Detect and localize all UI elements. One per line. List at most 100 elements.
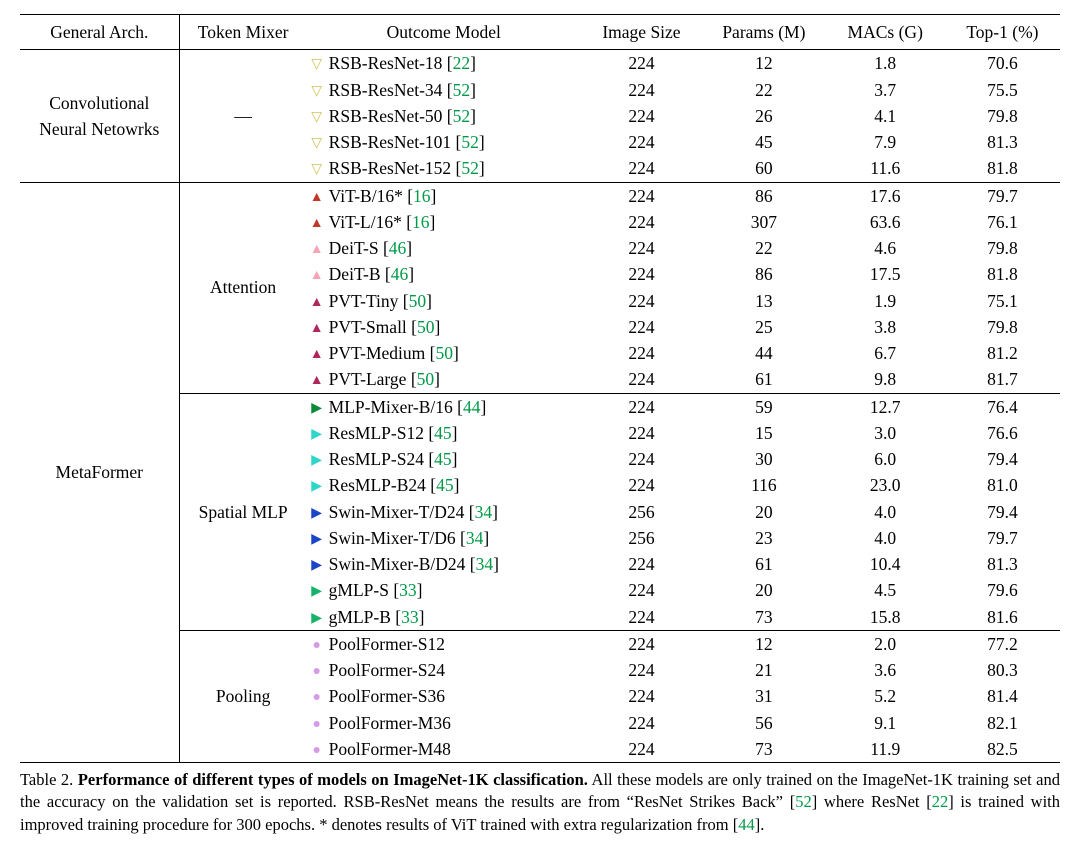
- citation-link[interactable]: 46: [389, 238, 407, 258]
- citation-link[interactable]: 50: [435, 343, 453, 363]
- size-cell: 224: [581, 446, 702, 472]
- citation-link[interactable]: 16: [413, 186, 431, 206]
- citation-link[interactable]: 44: [463, 397, 481, 417]
- model-cell: ▽RSB-ResNet-18 [22]: [307, 50, 581, 77]
- model-cell: ▲DeiT-S [46]: [307, 235, 581, 261]
- params-cell: 44: [702, 340, 825, 366]
- size-cell: 224: [581, 551, 702, 577]
- citation-link[interactable]: 44: [738, 815, 755, 834]
- col-arch: General Arch.: [20, 15, 179, 50]
- size-cell: 224: [581, 366, 702, 393]
- model-cell: ▶ResMLP-S12 [45]: [307, 420, 581, 446]
- size-cell: 224: [581, 155, 702, 182]
- arch-cell: ConvolutionalNeural Netowrks: [20, 50, 179, 182]
- size-cell: 256: [581, 499, 702, 525]
- model-cell: ▶ResMLP-S24 [45]: [307, 446, 581, 472]
- model-cell: ●PoolFormer-S24: [307, 657, 581, 683]
- macs-cell: 3.7: [826, 77, 945, 103]
- tri_up-icon: ▲: [309, 269, 325, 283]
- citation-link[interactable]: 22: [932, 792, 949, 811]
- params-cell: 307: [702, 209, 825, 235]
- citation-link[interactable]: 33: [399, 580, 417, 600]
- top1-cell: 79.8: [945, 235, 1060, 261]
- model-cell: ▽RSB-ResNet-50 [52]: [307, 103, 581, 129]
- tri_right-icon: ▶: [309, 454, 325, 468]
- macs-cell: 12.7: [826, 393, 945, 420]
- params-cell: 86: [702, 182, 825, 209]
- citation-link[interactable]: 52: [461, 132, 479, 152]
- macs-cell: 4.5: [826, 577, 945, 603]
- model-cell: ▲PVT-Large [50]: [307, 366, 581, 393]
- params-cell: 61: [702, 551, 825, 577]
- model-name: ViT-B/16*: [329, 186, 403, 206]
- citation-link[interactable]: 45: [434, 449, 452, 469]
- model-cell: ●PoolFormer-M36: [307, 710, 581, 736]
- mixer-cell: Spatial MLP: [179, 393, 307, 630]
- citation-link[interactable]: 45: [436, 475, 454, 495]
- size-cell: 224: [581, 577, 702, 603]
- model-name: PVT-Small: [329, 317, 407, 337]
- macs-cell: 4.1: [826, 103, 945, 129]
- size-cell: 224: [581, 340, 702, 366]
- macs-cell: 63.6: [826, 209, 945, 235]
- size-cell: 224: [581, 314, 702, 340]
- top1-cell: 81.3: [945, 551, 1060, 577]
- model-cell: ▲ViT-B/16* [16]: [307, 182, 581, 209]
- size-cell: 224: [581, 182, 702, 209]
- model-name: MLP-Mixer-B/16: [329, 397, 453, 417]
- citation-link[interactable]: 52: [795, 792, 812, 811]
- circle-icon: ●: [309, 665, 325, 679]
- citation-link[interactable]: 33: [401, 607, 419, 627]
- col-params: Params (M): [702, 15, 825, 50]
- model-name: PoolFormer-M48: [329, 739, 451, 759]
- model-name: Swin-Mixer-B/D24: [329, 554, 466, 574]
- size-cell: 224: [581, 235, 702, 261]
- tri_down_outline-icon: ▽: [309, 137, 325, 151]
- citation-link[interactable]: 52: [453, 80, 471, 100]
- top1-cell: 79.4: [945, 446, 1060, 472]
- params-cell: 26: [702, 103, 825, 129]
- model-name: RSB-ResNet-18: [329, 53, 443, 73]
- citation-link[interactable]: 45: [434, 423, 452, 443]
- size-cell: 224: [581, 604, 702, 631]
- model-cell: ●PoolFormer-M48: [307, 736, 581, 763]
- tri_down_outline-icon: ▽: [309, 163, 325, 177]
- model-name: ResMLP-S12: [329, 423, 424, 443]
- citation-link[interactable]: 34: [476, 554, 494, 574]
- citation-link[interactable]: 50: [409, 291, 427, 311]
- params-cell: 12: [702, 50, 825, 77]
- citation-link[interactable]: 50: [417, 369, 435, 389]
- params-cell: 20: [702, 499, 825, 525]
- model-name: PoolFormer-S12: [329, 634, 445, 654]
- params-cell: 60: [702, 155, 825, 182]
- params-cell: 116: [702, 472, 825, 498]
- size-cell: 224: [581, 736, 702, 763]
- model-cell: ▲PVT-Medium [50]: [307, 340, 581, 366]
- tri_up-icon: ▲: [309, 322, 325, 336]
- caption-title: Performance of different types of models…: [78, 770, 588, 789]
- model-cell: ▽RSB-ResNet-152 [52]: [307, 155, 581, 182]
- macs-cell: 6.7: [826, 340, 945, 366]
- citation-link[interactable]: 16: [412, 212, 430, 232]
- tri_up-icon: ▲: [309, 217, 325, 231]
- citation-link[interactable]: 46: [391, 264, 409, 284]
- citation-link[interactable]: 50: [417, 317, 435, 337]
- params-cell: 20: [702, 577, 825, 603]
- citation-link[interactable]: 52: [453, 106, 471, 126]
- citation-link[interactable]: 34: [475, 502, 493, 522]
- size-cell: 224: [581, 103, 702, 129]
- macs-cell: 11.6: [826, 155, 945, 182]
- model-cell: ▶Swin-Mixer-B/D24 [34]: [307, 551, 581, 577]
- model-name: DeiT-B: [329, 264, 381, 284]
- params-cell: 31: [702, 683, 825, 709]
- citation-link[interactable]: 22: [453, 53, 471, 73]
- tri_down_outline-icon: ▽: [309, 58, 325, 72]
- model-cell: ▽RSB-ResNet-101 [52]: [307, 129, 581, 155]
- citation-link[interactable]: 52: [461, 158, 479, 178]
- tri_up-icon: ▲: [309, 374, 325, 388]
- macs-cell: 6.0: [826, 446, 945, 472]
- model-name: PoolFormer-M36: [329, 713, 451, 733]
- citation-link[interactable]: 34: [466, 528, 484, 548]
- col-mixer: Token Mixer: [179, 15, 307, 50]
- table-caption: Table 2. Performance of different types …: [20, 769, 1060, 836]
